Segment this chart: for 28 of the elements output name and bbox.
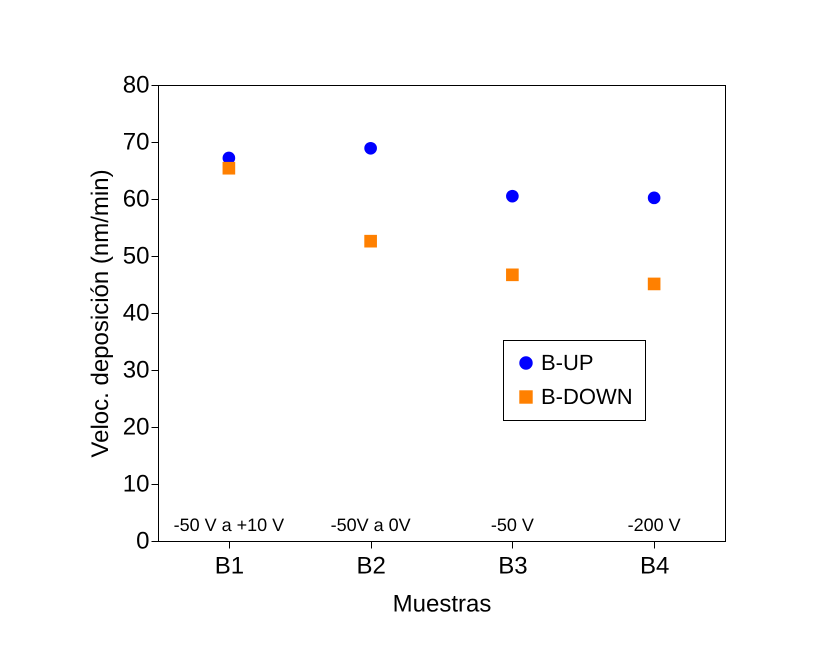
- point: [648, 192, 660, 204]
- annotation: -50 V a +10 V: [174, 515, 284, 535]
- y-tick-label: 20: [122, 414, 150, 440]
- y-tick-label: 0: [136, 528, 150, 554]
- y-tick-label: 10: [122, 470, 150, 498]
- y-tick-label: 30: [122, 356, 150, 384]
- point: [506, 190, 519, 202]
- point: [222, 162, 236, 175]
- point: [648, 278, 660, 290]
- point: [364, 142, 377, 155]
- legend-label: B-DOWN: [541, 384, 633, 409]
- annotation: -50 V: [490, 515, 534, 535]
- x-tick-label: B3: [498, 552, 528, 580]
- x-tick-label: B2: [356, 552, 386, 580]
- y-tick-label: 80: [122, 72, 150, 98]
- x-axis-title: Muestras: [392, 590, 492, 618]
- y-tick-label: 50: [122, 242, 150, 270]
- x-tick-label: B4: [640, 552, 670, 580]
- point: [506, 268, 519, 282]
- y-tick-label: 60: [122, 186, 150, 212]
- x-tick-label: B1: [214, 552, 244, 580]
- annotation: -200 V: [628, 515, 681, 535]
- legend-label: B-UP: [541, 350, 594, 375]
- y-axis-title: Veloc. deposición (nm/min): [86, 169, 114, 458]
- point: [364, 234, 377, 248]
- y-tick-label: 70: [122, 128, 150, 156]
- annotation: -50V a 0V: [330, 515, 411, 535]
- y-tick-label: 40: [122, 300, 150, 326]
